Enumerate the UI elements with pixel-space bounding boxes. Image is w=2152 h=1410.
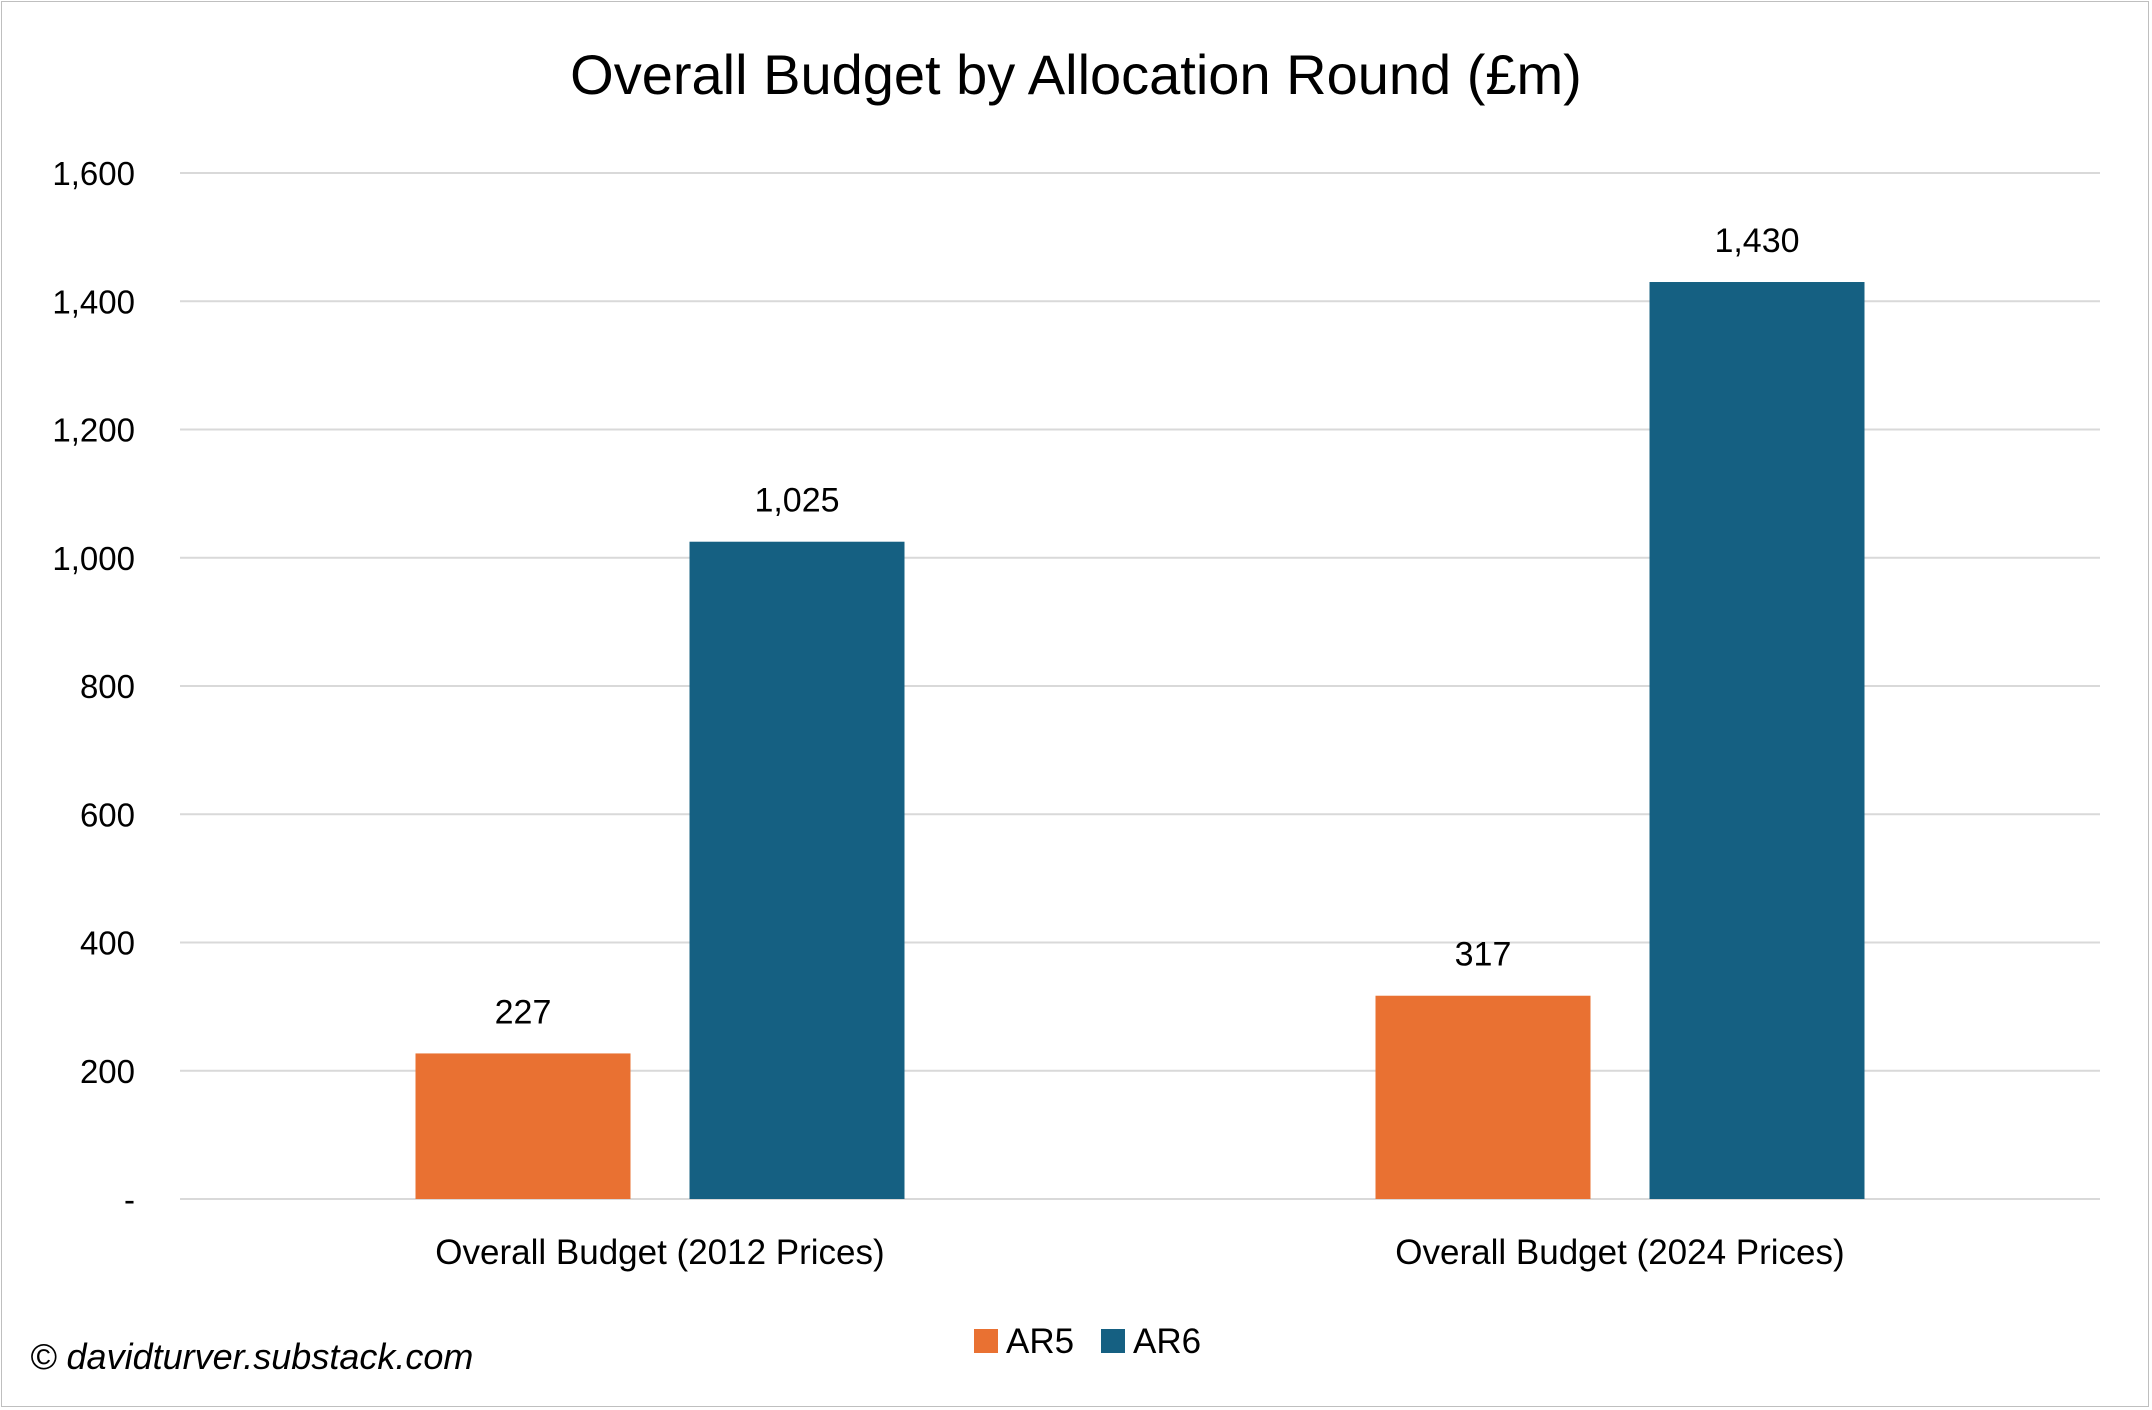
data-label-ar5-1: 227 [495, 993, 552, 1031]
y-tick-label: 200 [80, 1053, 135, 1090]
legend-label-ar5: AR5 [1006, 1322, 1074, 1361]
y-tick-label: 400 [80, 925, 135, 962]
bar-ar6-2 [1649, 282, 1865, 1199]
credit-text: © davidturver.substack.com [30, 1336, 473, 1377]
legend-swatch-ar5 [974, 1329, 998, 1353]
bars [415, 282, 1865, 1199]
y-tick-label: 600 [80, 796, 135, 833]
y-tick-label: 1,000 [52, 540, 135, 577]
category-labels: Overall Budget (2012 Prices) Overall Budg… [435, 1233, 1844, 1272]
chart-title: Overall Budget by Allocation Round (£m) [570, 43, 1582, 106]
y-tick-label: 800 [80, 668, 135, 705]
legend: AR5 AR6 [974, 1322, 1201, 1361]
legend-label-ar6: AR6 [1133, 1322, 1201, 1361]
y-axis-tick-labels: - 200 400 600 800 1,000 1,200 1,400 1,600 [52, 155, 135, 1218]
bar-ar5-1 [415, 1053, 631, 1199]
category-label: Overall Budget (2024 Prices) [1395, 1233, 1844, 1272]
data-label-ar5-2: 317 [1455, 936, 1512, 974]
data-label-ar6-1: 1,025 [754, 482, 839, 520]
y-tick-label: 1,200 [52, 412, 135, 449]
legend-swatch-ar6 [1101, 1329, 1125, 1353]
y-tick-label: - [124, 1181, 135, 1218]
data-label-ar6-2: 1,430 [1714, 222, 1799, 260]
data-labels: 227 1,025 317 1,430 [495, 222, 1800, 1031]
category-label: Overall Budget (2012 Prices) [435, 1233, 884, 1272]
bar-ar6-1 [689, 541, 905, 1199]
bar-ar5-2 [1375, 995, 1591, 1199]
y-tick-label: 1,600 [52, 155, 135, 192]
y-tick-label: 1,400 [52, 283, 135, 320]
